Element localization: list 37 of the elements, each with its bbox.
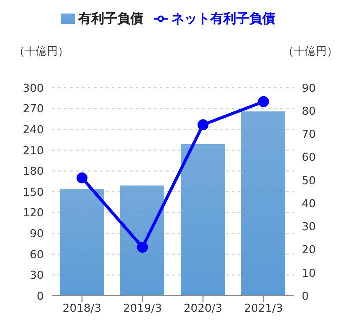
y2-tick-label: 90 <box>302 82 316 95</box>
y-tick-label: 240 <box>23 124 44 137</box>
y-tick-label: 210 <box>23 144 44 158</box>
x-tick-label: 2020/3 <box>184 302 223 315</box>
y-tick-label: 180 <box>23 165 44 178</box>
legend-label: ネット有利子負債 <box>172 12 276 27</box>
legend-label: 有利子負債 <box>78 12 144 27</box>
point <box>137 242 148 253</box>
y-tick-label: 270 <box>23 102 44 116</box>
point <box>198 119 209 130</box>
x-tick-label: 2018/3 <box>62 302 102 315</box>
bar <box>181 144 225 296</box>
y2-tick-label: 60 <box>302 151 316 164</box>
y2-tick-label: 40 <box>302 197 316 210</box>
y-tick-label: 150 <box>23 186 44 199</box>
y2-axis-title: （十億円） <box>283 44 338 59</box>
x-tick-label: 2021/3 <box>244 302 284 315</box>
bar <box>120 186 164 296</box>
x-tick-label: 2019/3 <box>123 302 162 315</box>
y-tick-label: 60 <box>30 248 44 262</box>
y2-tick-label: 30 <box>302 220 316 234</box>
y2-tick-label: 50 <box>302 174 316 188</box>
y-tick-label: 300 <box>23 82 44 95</box>
y2-tick-label: 70 <box>302 128 316 142</box>
bar <box>242 112 286 296</box>
point <box>76 172 88 184</box>
y-axis-title: （十億円） <box>14 44 69 59</box>
y-tick-label: 0 <box>37 290 44 303</box>
y-tick-label: 90 <box>30 228 44 241</box>
point <box>258 96 270 108</box>
bar <box>60 189 104 296</box>
y2-tick-label: 0 <box>302 290 309 303</box>
y-tick-label: 120 <box>23 206 44 220</box>
y2-tick-label: 10 <box>302 266 316 280</box>
y-tick-label: 30 <box>30 269 44 282</box>
y2-tick-label: 80 <box>302 105 316 118</box>
y2-tick-label: 20 <box>302 244 316 257</box>
